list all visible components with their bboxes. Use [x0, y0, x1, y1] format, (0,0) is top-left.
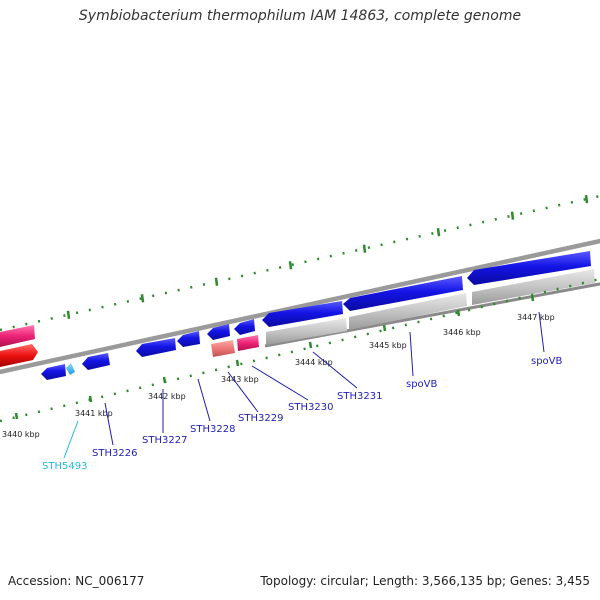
feature-gray-3 — [472, 269, 595, 305]
scale-labels: 3440 kbp 3441 kbp 3442 kbp 3443 kbp 3444… — [2, 313, 555, 439]
gene-spoVB-2 — [467, 251, 591, 285]
gene-STH3226 — [82, 353, 110, 370]
leader-spoVB-2 — [538, 311, 545, 353]
leader-STH5493 — [63, 420, 79, 459]
scale-label-3442: 3442 kbp — [148, 392, 186, 401]
backbone-inner-line — [264, 282, 600, 348]
features — [0, 251, 595, 380]
gene-label-STH5493: STH5493 — [42, 461, 87, 472]
tick-3443 — [235, 359, 240, 367]
gene-labels: STH5493 STH3226 STH3227 STH3228 STH3229 … — [42, 356, 563, 472]
gene-left-1 — [41, 364, 66, 380]
gene-label-STH3226: STH3226 — [92, 448, 137, 459]
outer-major-tick — [510, 211, 515, 220]
scale-label-3447: 3447 kbp — [517, 313, 555, 322]
tick-3441 — [88, 395, 93, 403]
leader-spoVB-1 — [409, 331, 414, 377]
leader-STH3228 — [197, 378, 211, 422]
scale-label-3446: 3446 kbp — [443, 328, 481, 337]
gene-label-STH3228: STH3228 — [190, 424, 235, 435]
tick-3447 — [530, 294, 535, 302]
feature-gray-2 — [349, 293, 467, 330]
scale-label-3445: 3445 kbp — [369, 341, 407, 350]
gene-label-leaders — [63, 311, 545, 459]
outer-major-tick — [362, 244, 367, 253]
gene-label-spoVB-1: spoVB — [406, 379, 438, 390]
outer-major-tick — [140, 294, 145, 303]
gene-STH3227 — [136, 338, 176, 357]
outer-major-tick — [584, 194, 589, 204]
outer-major-tick — [436, 228, 441, 237]
gene-label-STH3231: STH3231 — [337, 391, 382, 402]
leader-STH3230 — [251, 365, 309, 401]
gene-STH3229 — [207, 324, 230, 340]
gene-STH3231 — [262, 301, 343, 327]
map-title: Symbiobacterium thermophilum IAM 14863, … — [78, 8, 522, 24]
gene-STH3228 — [177, 331, 200, 347]
leader-STH3231 — [312, 351, 358, 389]
gene-label-STH3229: STH3229 — [238, 413, 283, 424]
feature-red-left — [0, 344, 38, 367]
tick-3440 — [14, 412, 19, 420]
leader-STH3229 — [227, 371, 259, 413]
tick-3446 — [456, 309, 461, 317]
outer-tick-ring — [0, 194, 600, 332]
outer-major-tick — [288, 261, 293, 270]
leader-STH3226 — [104, 402, 114, 446]
scale-label-3440: 3440 kbp — [2, 430, 40, 439]
gene-label-STH3230: STH3230 — [288, 402, 333, 413]
inner-tick-ring — [0, 277, 600, 423]
gene-STH5493 — [66, 363, 75, 375]
outer-major-tick — [214, 277, 219, 286]
backbone — [0, 238, 600, 375]
scale-label-3444: 3444 kbp — [295, 358, 333, 367]
outer-major-tick — [66, 310, 71, 319]
scale-label-3443: 3443 kbp — [221, 375, 259, 384]
outer-major-ticks — [66, 194, 589, 319]
tick-3442 — [162, 376, 167, 384]
gene-label-STH3227: STH3227 — [142, 435, 187, 446]
gene-spoVB-1 — [343, 276, 463, 311]
feature-gray-1 — [266, 318, 347, 345]
feature-salmon — [211, 340, 235, 357]
tick-3444 — [308, 341, 313, 349]
genome-summary-text: Topology: circular; Length: 3,566,135 bp… — [260, 574, 590, 588]
accession-text: Accession: NC_006177 — [8, 574, 145, 588]
gene-label-spoVB-2: spoVB — [531, 356, 563, 367]
gene-STH3230 — [234, 319, 255, 335]
feature-pink-left — [0, 325, 35, 347]
scale-label-3441: 3441 kbp — [75, 409, 113, 418]
tick-3445 — [382, 324, 387, 332]
backbone-line — [0, 238, 600, 375]
feature-pink-center — [237, 335, 259, 351]
